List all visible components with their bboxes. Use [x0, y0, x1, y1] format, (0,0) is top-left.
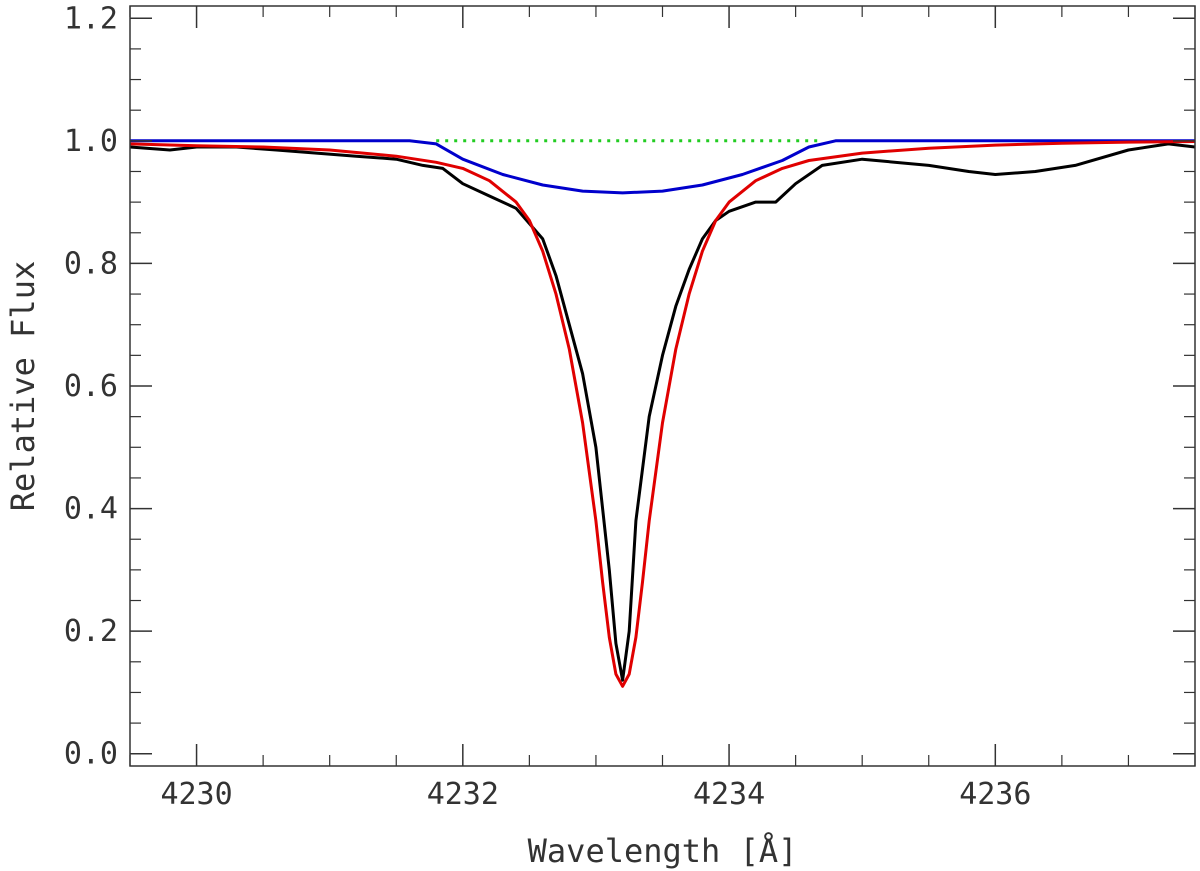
observed-spectrum-line	[129, 142, 1196, 682]
y-tick-label: 1.0	[64, 124, 118, 159]
ticks-layer: 4230 4232 4234 4236 0.0 0.2 0.4 0.6 0.8 1.0 1.2	[64, 1, 1196, 812]
series-layer	[129, 139, 1196, 688]
model-fit-line	[129, 140, 1196, 688]
x-tick-label: 4234	[693, 777, 765, 812]
x-tick-label: 4236	[959, 777, 1031, 812]
y-tick-label: 0.2	[64, 614, 118, 649]
x-tick-label: 4230	[160, 777, 232, 812]
y-axis-label: Relative Flux	[4, 261, 42, 511]
plot-frame	[129, 5, 1196, 767]
y-tick-label: 0.6	[64, 369, 118, 404]
x-tick-label: 4232	[427, 777, 499, 812]
y-tick-label: 0.0	[64, 737, 118, 772]
x-axis-label: Wavelength [Å]	[528, 832, 798, 870]
y-tick-label: 1.2	[64, 1, 118, 36]
broad-component-line	[130, 139, 1195, 195]
y-tick-label: 0.4	[64, 492, 118, 527]
y-tick-label: 0.8	[64, 246, 118, 281]
